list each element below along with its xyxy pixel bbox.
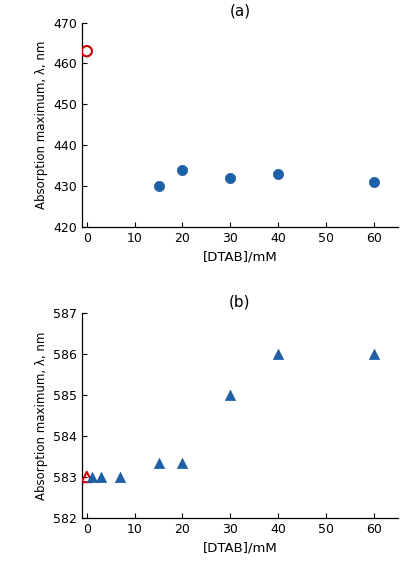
X-axis label: [DTAB]/mM: [DTAB]/mM	[202, 251, 276, 263]
Title: (b): (b)	[229, 294, 250, 309]
Point	[88, 472, 94, 481]
Title: (a): (a)	[229, 3, 250, 19]
Point	[227, 173, 233, 182]
Point	[227, 391, 233, 400]
Point	[274, 350, 281, 359]
Point	[98, 472, 104, 481]
Point	[117, 472, 123, 481]
X-axis label: [DTAB]/mM: [DTAB]/mM	[202, 542, 276, 555]
Point	[83, 47, 90, 56]
Point	[274, 169, 281, 178]
Point	[370, 350, 376, 359]
Point	[155, 458, 162, 467]
Point	[155, 182, 162, 191]
Point	[370, 178, 376, 187]
Point	[83, 472, 90, 481]
Point	[179, 166, 185, 175]
Y-axis label: Absorption maximum, λ, nm: Absorption maximum, λ, nm	[35, 41, 47, 209]
Point	[179, 458, 185, 467]
Y-axis label: Absorption maximum, λ, nm: Absorption maximum, λ, nm	[34, 332, 47, 500]
